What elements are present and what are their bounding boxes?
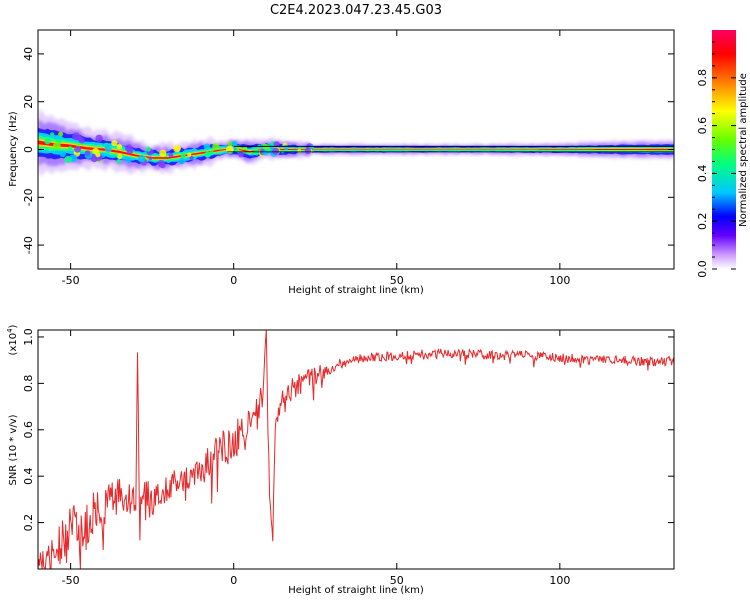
- x-tick-label: -50: [62, 274, 80, 287]
- scale-note-base: (x10: [8, 333, 19, 356]
- top-y-axis-label: Frequency (Hz): [8, 111, 19, 187]
- ridge-speckle: [68, 146, 73, 150]
- y-tick-label: 0.4: [22, 467, 35, 485]
- y-tick-label: 20: [22, 95, 35, 109]
- colorbar-gradient: [712, 30, 736, 269]
- y-tick-label: -40: [22, 236, 35, 254]
- ridge-speckle: [231, 140, 238, 147]
- top-x-ticks: -50 0 50 100: [62, 30, 570, 287]
- ridge-speckle: [76, 143, 81, 148]
- ridge-speckle: [304, 147, 312, 155]
- x-tick-label: 50: [390, 574, 404, 587]
- bottom-y-ticks: 0.2 0.4 0.6 0.8 1.0: [22, 328, 674, 531]
- y-tick-label: 1.0: [22, 328, 35, 346]
- colorbar-tick-label: 0.0: [696, 260, 709, 278]
- ridge-halo: [38, 108, 674, 177]
- ridge-speckle: [273, 141, 280, 148]
- y-tick-label: 0.8: [22, 375, 35, 393]
- ridge-speckle: [116, 143, 123, 150]
- ridge-speckle: [95, 152, 101, 158]
- ridge-speckle: [168, 152, 174, 158]
- ridge-speckle: [125, 157, 132, 164]
- ridge-speckle: [126, 147, 134, 155]
- ridge-speckle: [225, 145, 234, 154]
- ridge-speckle: [111, 140, 118, 147]
- y-tick-label: 40: [22, 47, 35, 61]
- figure-title: C2E4.2023.047.23.45.G03: [270, 3, 442, 18]
- ridge-speckle: [180, 152, 186, 158]
- y-tick-label: 0.6: [22, 421, 35, 439]
- scale-note-close: ): [8, 324, 19, 328]
- ridge-speckle: [203, 143, 211, 150]
- ridge-speckle: [44, 138, 51, 145]
- spectrogram-panel: -50 0 50 100 -40 -20 0 20 40 Height of straight…: [8, 29, 675, 296]
- x-tick-label: 100: [549, 274, 570, 287]
- spectral-ridge: [38, 108, 674, 177]
- colorbar-ticks: 0.0 0.2 0.4 0.6 0.8: [696, 41, 736, 278]
- colorbar-tick-label: 0.4: [696, 165, 709, 183]
- ridge-speckle: [204, 151, 212, 158]
- ridge-speckle: [262, 149, 269, 156]
- x-tick-label: 0: [230, 274, 237, 287]
- ridge-speckle: [212, 143, 220, 151]
- ridge-speckle: [159, 162, 166, 169]
- ridge-speckle: [145, 146, 151, 152]
- scale-note-exponent: 4: [6, 328, 14, 333]
- ridge-speckle: [238, 151, 244, 158]
- ridge-speckle: [178, 157, 186, 165]
- ridge-speckle: [187, 152, 192, 157]
- ridge-speckle: [173, 144, 181, 153]
- ridge-speckle: [77, 136, 83, 142]
- bottom-y-axis-label: SNR (10 * v/v): [8, 414, 19, 485]
- ridge-speckle: [189, 155, 194, 160]
- ridge-speckle: [52, 141, 61, 150]
- ridge-speckle: [64, 155, 72, 164]
- colorbar: 0.0 0.2 0.4 0.6 0.8 Normalized spectral ampl…: [696, 30, 749, 278]
- ridge-speckle: [272, 147, 280, 155]
- x-tick-label: -50: [62, 574, 80, 587]
- bottom-x-axis-label: Height of straight line (km): [288, 585, 424, 596]
- colorbar-tick-label: 0.2: [696, 212, 709, 230]
- y-tick-label: -20: [22, 188, 35, 206]
- snr-panel: -50 0 50 100 0.2 0.4 0.6 0.8 1.0 Height of stra…: [6, 324, 675, 596]
- x-tick-label: 50: [390, 274, 404, 287]
- ridge-core-red: [38, 140, 674, 159]
- ridge-speckle: [84, 150, 91, 156]
- bottom-x-ticks: -50 0 50 100: [62, 330, 570, 587]
- ridge-speckle: [253, 149, 260, 156]
- ridge-speckle: [148, 156, 153, 161]
- ridge-speckle: [59, 150, 66, 158]
- ridge-speckle: [117, 154, 123, 160]
- top-y-ticks: -40 -20 0 20 40: [22, 47, 674, 254]
- y-tick-label: 0: [22, 146, 35, 153]
- ridge-speckle: [227, 141, 233, 147]
- x-tick-label: 100: [549, 574, 570, 587]
- ridge-speckle: [49, 132, 55, 137]
- ridge-speckle: [58, 131, 64, 137]
- bottom-plot-frame: [37, 329, 675, 570]
- x-tick-label: 0: [230, 574, 237, 587]
- ridge-speckle: [159, 149, 167, 157]
- ridge-speckle: [95, 134, 103, 143]
- colorbar-tick-label: 0.6: [696, 117, 709, 135]
- bottom-y-scale-note: (x104): [6, 324, 19, 355]
- ridge-speckle: [74, 146, 81, 153]
- snr-series-line: [38, 330, 674, 569]
- y-tick-label: 0.2: [22, 514, 35, 532]
- top-x-axis-label: Height of straight line (km): [288, 285, 424, 296]
- ridge-speckle: [309, 145, 314, 150]
- colorbar-tick-label: 0.8: [696, 69, 709, 87]
- ridge-speckle: [283, 144, 289, 151]
- ridge-speckle: [116, 158, 122, 164]
- colorbar-label: Normalized spectral amplitude: [738, 73, 749, 227]
- ridge-speckle: [137, 154, 146, 163]
- ridge-speckle: [104, 145, 112, 153]
